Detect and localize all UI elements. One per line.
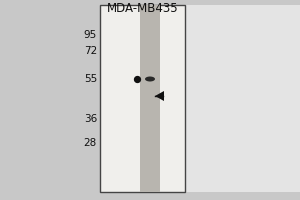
Text: 95: 95 bbox=[84, 30, 97, 40]
Bar bbox=[100, 5, 185, 192]
Text: 28: 28 bbox=[84, 138, 97, 148]
Bar bbox=[140, 5, 160, 192]
Text: 36: 36 bbox=[84, 114, 97, 124]
Point bbox=[135, 77, 140, 81]
Text: 72: 72 bbox=[84, 46, 97, 56]
Text: 55: 55 bbox=[84, 74, 97, 84]
Ellipse shape bbox=[145, 76, 155, 82]
Bar bbox=[185, 5, 300, 192]
Polygon shape bbox=[155, 91, 164, 101]
Text: MDA-MB435: MDA-MB435 bbox=[107, 2, 178, 15]
